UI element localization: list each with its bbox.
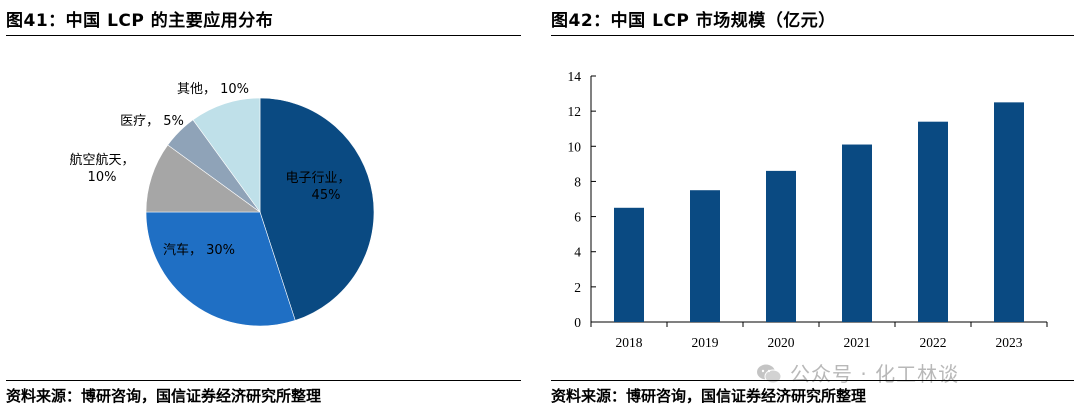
bar-source-note: 资料来源：博研咨询，国信证券经济研究所整理 bbox=[551, 387, 867, 405]
x-tick-label: 2020 bbox=[768, 335, 795, 350]
x-tick-label: 2018 bbox=[616, 335, 643, 350]
y-tick-label: 10 bbox=[568, 139, 582, 154]
pie-title-rule bbox=[6, 35, 521, 36]
pie-slice-1 bbox=[259, 97, 375, 321]
x-tick-label: 2023 bbox=[996, 335, 1023, 350]
pie-slice-3 bbox=[145, 144, 261, 213]
y-tick-label: 0 bbox=[574, 315, 581, 330]
pie-label-2: 汽车， 30% bbox=[163, 242, 235, 258]
pie-slice-5 bbox=[192, 97, 261, 213]
pie-label-3: 航空航天， bbox=[69, 152, 134, 168]
bar-2021 bbox=[842, 144, 872, 322]
y-tick-label: 2 bbox=[574, 280, 581, 295]
pie-source-note: 资料来源：博研咨询，国信证券经济研究所整理 bbox=[6, 387, 322, 405]
y-tick-label: 6 bbox=[574, 210, 581, 225]
pie-source-rule bbox=[6, 380, 521, 381]
bar-chart: 0 2 4 6 8 10 12 14 2018 2019 2020 2021 2022 2023 bbox=[568, 69, 1048, 350]
bar-figure-title: 图42：中国 LCP 市场规模（亿元） bbox=[551, 11, 836, 31]
pie-slice-2 bbox=[145, 211, 296, 327]
watermark-text: 公众号 · 化工林谈 bbox=[790, 362, 960, 386]
y-tick-label: 8 bbox=[574, 174, 581, 189]
y-tick-label: 4 bbox=[574, 245, 581, 260]
bar-2020 bbox=[766, 170, 796, 322]
x-tick-label: 2022 bbox=[920, 335, 947, 350]
watermark: 公众号 · 化工林谈 bbox=[756, 358, 959, 387]
pie-value-label-3: 10% bbox=[88, 170, 117, 185]
bar-panel: 图42：中国 LCP 市场规模（亿元） 0 2 4 6 8 10 12 14 2018 2019 2… bbox=[551, 0, 1074, 420]
wechat-icon bbox=[757, 364, 782, 384]
x-tick-label: 2019 bbox=[692, 335, 719, 350]
pie-label-4: 医疗， 5% bbox=[120, 114, 184, 129]
bar-2023 bbox=[994, 102, 1024, 322]
x-tick-label: 2021 bbox=[844, 335, 871, 350]
y-tick-label: 12 bbox=[568, 104, 582, 119]
bar-2018 bbox=[614, 207, 644, 322]
pie-label-1: 电子行业， bbox=[285, 171, 350, 186]
pie-label-5: 其他， 10% bbox=[177, 82, 249, 97]
bar-title-rule bbox=[551, 35, 1074, 36]
bar-source-rule bbox=[551, 380, 1074, 381]
bar-2022 bbox=[918, 121, 948, 322]
pie-value-label-1: 45% bbox=[312, 188, 341, 203]
pie-figure-title: 图41：中国 LCP 的主要应用分布 bbox=[6, 11, 274, 31]
pie-panel: 图41：中国 LCP 的主要应用分布 电子行业， 45% 汽车， 30% 航空航天， 1… bbox=[6, 0, 521, 420]
bar-2019 bbox=[690, 190, 720, 322]
pie-chart: 电子行业， 45% 汽车， 30% 航空航天， 10% 医疗， 5% 其他， 10% bbox=[69, 82, 375, 327]
y-tick-label: 14 bbox=[568, 69, 582, 84]
